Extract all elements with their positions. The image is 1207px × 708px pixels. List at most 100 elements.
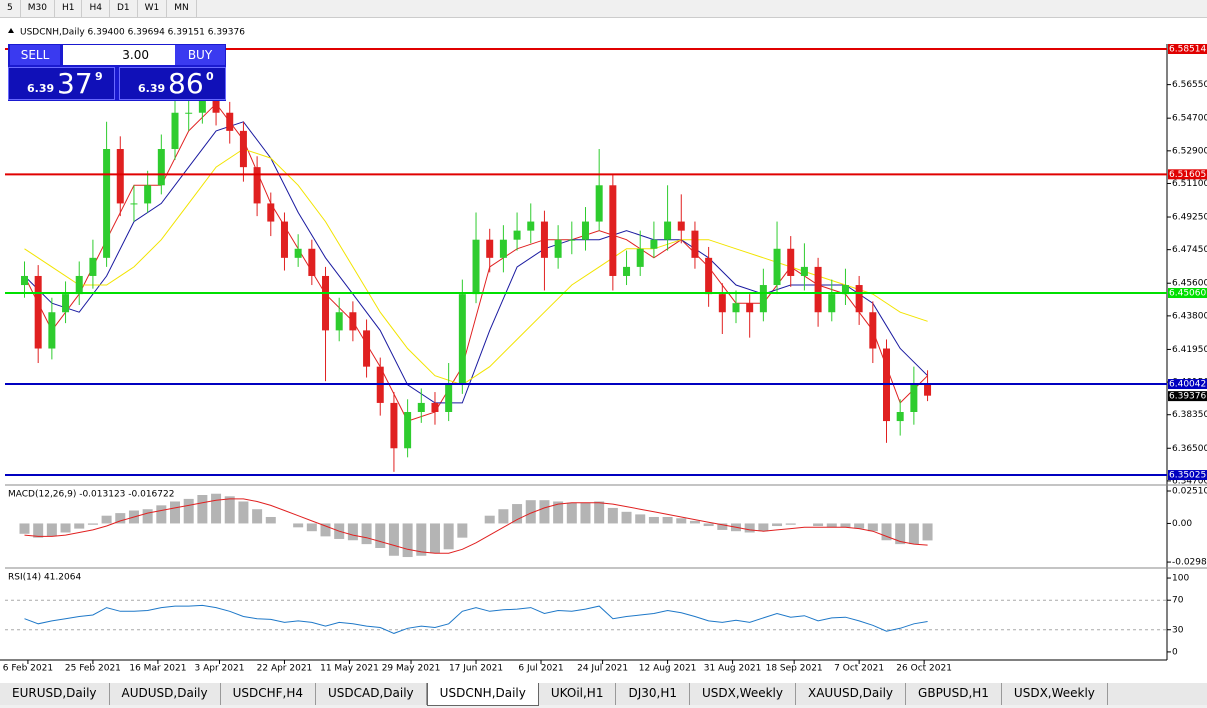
x-tick-label: 3 Apr 2021 bbox=[195, 664, 245, 674]
candle-body bbox=[198, 94, 206, 113]
y-tick-label: 30 bbox=[1172, 625, 1184, 635]
candle-body bbox=[773, 248, 781, 286]
macd-bar bbox=[566, 502, 577, 524]
chart-tab[interactable]: USDCHF,H4 bbox=[221, 683, 317, 705]
sell-button[interactable]: SELL bbox=[10, 45, 60, 65]
candle-body bbox=[513, 230, 521, 240]
y-tick-label: 6.54700 bbox=[1172, 114, 1207, 124]
candle-body bbox=[691, 230, 699, 258]
macd-bar bbox=[854, 523, 865, 529]
price-pane bbox=[20, 80, 932, 472]
chart-tab[interactable]: GBPUSD,H1 bbox=[906, 683, 1002, 705]
candle-body bbox=[472, 239, 480, 295]
macd-bar bbox=[347, 523, 358, 541]
macd-bar bbox=[703, 523, 714, 527]
candle-body bbox=[212, 94, 220, 113]
macd-bar bbox=[498, 509, 509, 524]
candle-body bbox=[171, 112, 179, 150]
macd-bar bbox=[252, 509, 263, 524]
macd-bar bbox=[813, 523, 824, 527]
macd-bar bbox=[320, 523, 331, 537]
candle-body bbox=[417, 402, 425, 412]
timeframe-button[interactable]: M30 bbox=[21, 0, 55, 17]
candle-body bbox=[20, 275, 28, 286]
macd-signal bbox=[24, 498, 928, 554]
chart-tab[interactable]: XAUUSD,Daily bbox=[796, 683, 907, 705]
x-tick-label: 26 Oct 2021 bbox=[896, 664, 952, 674]
candle-body bbox=[445, 384, 453, 412]
y-tick-label: 0.02510 bbox=[1172, 487, 1207, 497]
chart-tab[interactable]: DJ30,H1 bbox=[616, 683, 690, 705]
timeframe-button[interactable]: MN bbox=[167, 0, 197, 17]
level-label: 6.45060 bbox=[1169, 289, 1206, 299]
macd-bar bbox=[183, 498, 194, 524]
y-tick-label: 6.36500 bbox=[1172, 444, 1207, 454]
macd-bar bbox=[375, 523, 386, 549]
x-tick-label: 7 Oct 2021 bbox=[834, 664, 884, 674]
candle-body bbox=[623, 266, 631, 276]
price-pips: 37 bbox=[57, 67, 93, 100]
macd-bar bbox=[60, 523, 71, 533]
macd-bar bbox=[101, 515, 112, 524]
y-tick-label: 6.41950 bbox=[1172, 345, 1207, 355]
pane-title: MACD(12,26,9) -0.013123 -0.016722 bbox=[8, 490, 174, 500]
y-tick-label: -0.02988 bbox=[1172, 558, 1207, 568]
candle-body bbox=[390, 402, 398, 449]
macd-bar bbox=[826, 523, 837, 528]
candle-body bbox=[157, 149, 165, 186]
candle-body bbox=[404, 411, 412, 449]
macd-bar bbox=[922, 523, 933, 541]
chart-tab[interactable]: USDCAD,Daily bbox=[316, 683, 427, 705]
chart-tab[interactable]: USDCNH,Daily bbox=[426, 683, 539, 706]
chart-tab[interactable]: EURUSD,Daily bbox=[0, 683, 110, 705]
macd-bar bbox=[580, 502, 591, 524]
candle-body bbox=[636, 248, 644, 267]
chart-tab[interactable]: UKOil,H1 bbox=[539, 683, 617, 705]
macd-bar bbox=[867, 523, 878, 532]
macd-bar bbox=[443, 523, 454, 550]
candle-body bbox=[144, 185, 152, 204]
timeframe-button[interactable]: H1 bbox=[55, 0, 83, 17]
buy-button[interactable]: BUY bbox=[175, 45, 225, 65]
x-tick-label: 16 Mar 2021 bbox=[129, 664, 186, 674]
pane-title: RSI(14) 41.2064 bbox=[8, 573, 81, 583]
chart-tab[interactable]: AUDUSD,Daily bbox=[110, 683, 221, 705]
timeframe-button[interactable]: W1 bbox=[138, 0, 168, 17]
level-label: 6.40042 bbox=[1169, 380, 1206, 390]
candle-body bbox=[759, 285, 767, 313]
macd-bar bbox=[758, 523, 769, 532]
price-big: 6.39 bbox=[138, 82, 166, 95]
level-label-box bbox=[1168, 470, 1207, 481]
candle-body bbox=[896, 411, 904, 422]
x-tick-label: 22 Apr 2021 bbox=[257, 664, 313, 674]
macd-bar bbox=[512, 504, 523, 524]
macd-bar bbox=[607, 507, 618, 524]
timeframe-button[interactable]: 5 bbox=[0, 0, 21, 17]
candle-body bbox=[869, 312, 877, 349]
macd-bar bbox=[621, 511, 632, 524]
x-tick-label: 6 Feb 2021 bbox=[3, 664, 53, 674]
chart-tab[interactable]: USDX,Weekly bbox=[1002, 683, 1108, 705]
price-fraction: 9 bbox=[95, 70, 103, 83]
macd-bar bbox=[717, 523, 728, 530]
buy-price[interactable]: 6.39 86 0 bbox=[119, 67, 226, 100]
timeframe-button[interactable]: D1 bbox=[110, 0, 138, 17]
candle-body bbox=[486, 239, 494, 258]
x-tick-label: 24 Jul 2021 bbox=[577, 664, 628, 674]
candle-body bbox=[308, 248, 316, 276]
y-tick-label: 70 bbox=[1172, 596, 1184, 606]
sell-price[interactable]: 6.39 37 9 bbox=[8, 67, 115, 100]
macd-bar bbox=[388, 523, 399, 556]
y-tick-label: 100 bbox=[1172, 574, 1189, 584]
macd-bar bbox=[895, 523, 906, 545]
macd-bar bbox=[170, 501, 181, 524]
timeframe-button[interactable]: H4 bbox=[82, 0, 110, 17]
lot-size[interactable]: 3.00 bbox=[63, 45, 175, 65]
candle-body bbox=[431, 402, 439, 412]
price-big: 6.39 bbox=[27, 82, 55, 95]
rsi-pane bbox=[5, 599, 1167, 634]
macd-bar bbox=[648, 516, 659, 524]
candle-body bbox=[322, 275, 330, 331]
chart-tab[interactable]: USDX,Weekly bbox=[690, 683, 796, 705]
